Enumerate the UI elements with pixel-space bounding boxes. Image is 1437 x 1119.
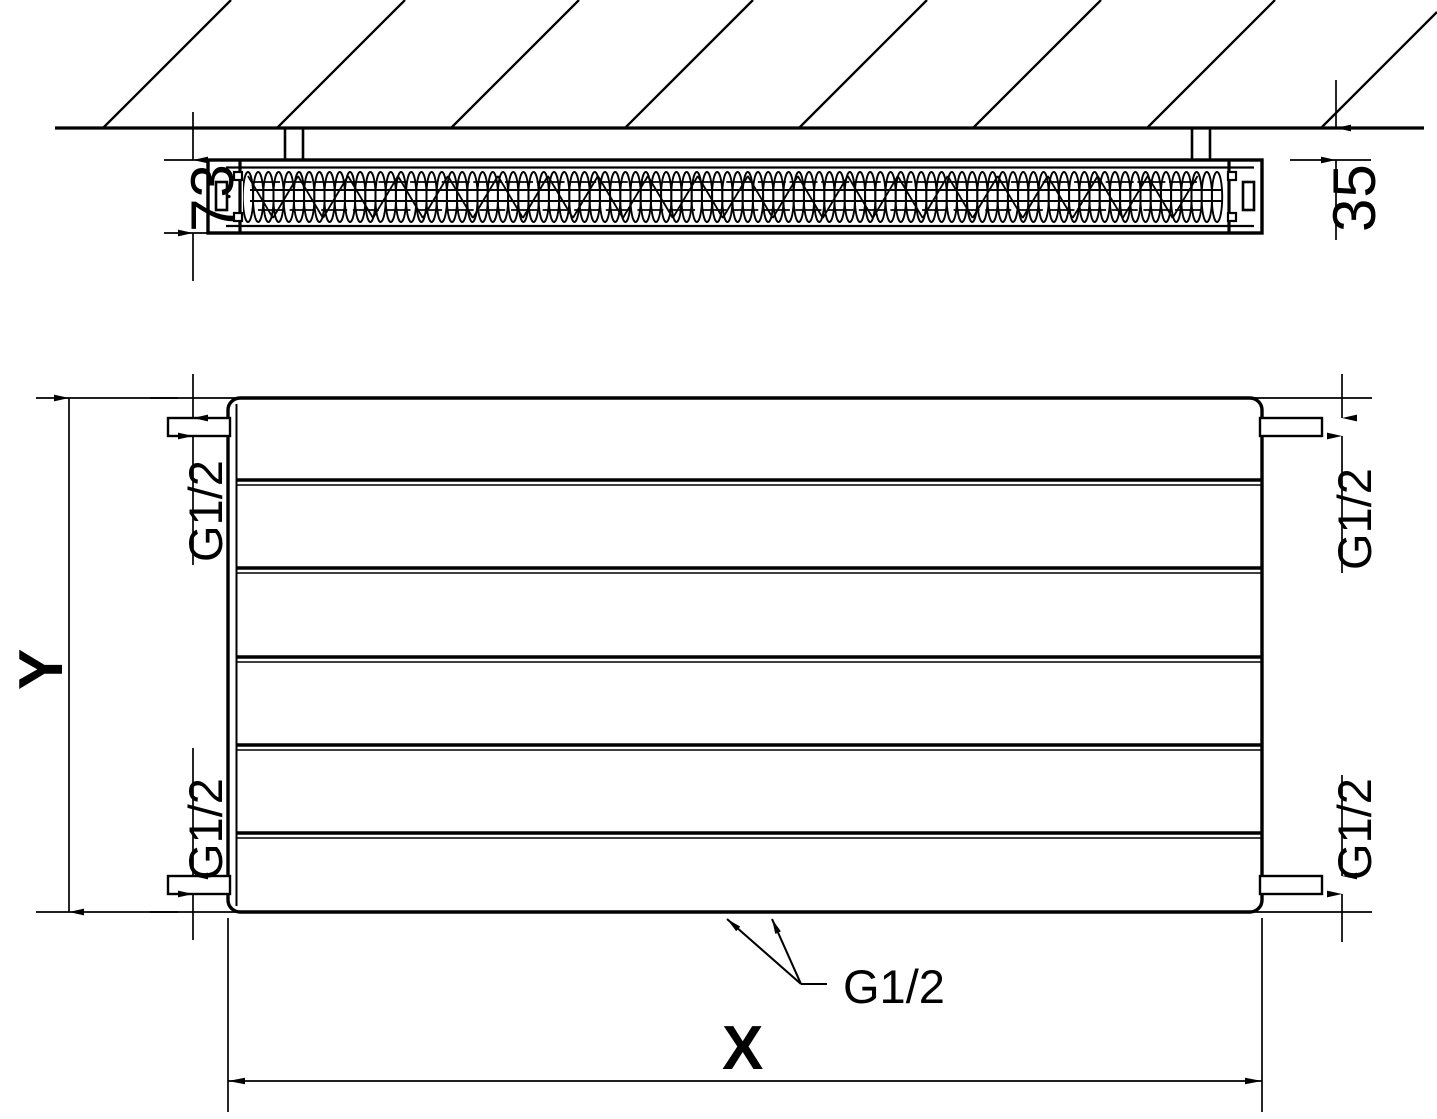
front-panel-dividers	[236, 478, 1262, 839]
dimension-height-Y	[36, 394, 178, 916]
dimension-thread-top-right	[1248, 374, 1372, 573]
dimension-thread-bottom-right	[1248, 775, 1372, 942]
label-width-X: X	[722, 1014, 764, 1083]
wall-mounting-brackets	[283, 128, 1212, 160]
stub-top-left	[166, 416, 232, 438]
panel-divider	[236, 566, 1262, 574]
label-thread-top-left: G1/2	[179, 460, 232, 562]
left-end-connection-block	[214, 160, 244, 233]
dimension-depth-73	[164, 112, 252, 281]
section-waterway-lines	[250, 188, 1222, 203]
leader-arrow-1	[726, 918, 802, 985]
stub-top-right	[1258, 416, 1324, 438]
label-thread-bottom-right: G1/2	[1328, 778, 1381, 880]
wall-hatch-lines	[102, 0, 1437, 129]
wall-assembly	[55, 0, 1437, 130]
label-thread-bottom-left: G1/2	[179, 778, 232, 880]
label-height-Y: Y	[7, 648, 76, 690]
dimension-gap-35	[1290, 80, 1371, 240]
connection-stubs	[166, 416, 1324, 896]
leader-arrow-2	[771, 918, 802, 985]
label-depth-73: 73	[179, 163, 246, 232]
panel-divider	[236, 743, 1262, 751]
label-thread-top-right: G1/2	[1328, 468, 1381, 570]
right-end-connection-block	[1226, 160, 1256, 233]
radiator-front-elevation	[166, 396, 1324, 914]
panel-divider	[236, 831, 1262, 839]
label-thread-bottom-center: G1/2	[843, 960, 945, 1013]
front-outer-body	[226, 396, 1264, 914]
convector-fin-pattern	[243, 171, 1224, 223]
dimension-width-X	[227, 918, 1263, 1112]
stub-bottom-right	[1258, 874, 1324, 896]
leader-thread-bottom-center	[726, 918, 827, 986]
panel-divider	[236, 478, 1262, 486]
radiator-section-body	[206, 158, 1264, 235]
label-gap-35: 35	[1321, 163, 1388, 232]
panel-divider	[236, 655, 1262, 663]
